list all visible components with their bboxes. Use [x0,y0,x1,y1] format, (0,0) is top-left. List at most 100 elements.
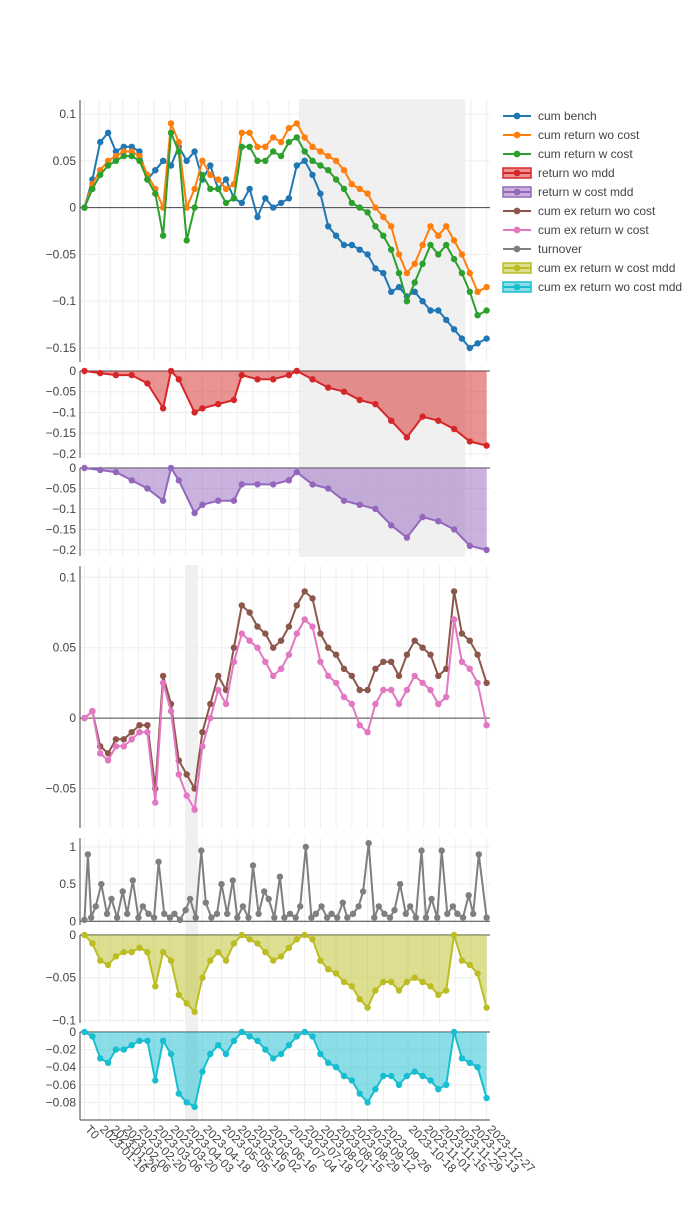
data-point [372,204,379,211]
data-point [104,157,112,164]
legend-item[interactable]: cum ex return w cost [502,220,698,239]
data-point [466,1059,473,1067]
data-point [277,152,285,160]
y-tick-label: 0 [69,914,76,928]
legend-item[interactable]: cum return wo cost [502,125,698,144]
panel-0 [81,120,490,352]
data-point [270,204,277,211]
data-point [120,743,128,750]
data-point [230,644,238,651]
legend-label: cum ex return wo cost [538,203,656,218]
data-point [325,672,332,680]
data-point [254,644,261,651]
data-point [325,1059,332,1067]
data-point [356,722,363,729]
legend-label: cum ex return w cost mdd [538,260,676,275]
data-point [246,185,253,193]
data-point [474,312,481,319]
data-point [293,367,300,375]
data-point [483,1004,490,1011]
data-point [301,148,308,155]
legend-item[interactable]: cum return w cost [502,144,698,163]
series-line [83,122,488,294]
data-point [277,637,285,644]
data-point [355,903,362,910]
panel-6 [81,1028,490,1111]
data-point [395,1081,403,1089]
data-point [104,162,112,169]
data-point [434,914,441,921]
legend-item[interactable]: turnover [502,239,698,258]
data-point [229,877,236,884]
data-point [443,665,450,672]
data-point [97,369,104,377]
y-tick-label: −0.2 [52,447,76,461]
data-point [356,995,363,1003]
data-point [262,630,269,637]
data-point [372,400,379,408]
legend-item[interactable]: return wo mdd [502,163,698,182]
data-point [317,658,324,665]
data-point [332,1064,340,1071]
data-point [207,171,214,179]
data-point [128,729,135,736]
data-point [407,903,414,910]
data-point [112,468,120,476]
data-point [323,914,331,921]
data-point [466,288,473,295]
y-tick-label: −0.05 [46,971,77,985]
data-point [449,903,457,910]
data-point [246,143,253,150]
legend-item[interactable]: cum ex return w cost mdd [502,258,698,277]
legend-swatch [503,226,531,233]
data-point [348,1077,355,1084]
data-point [144,380,151,387]
data-point [395,987,403,994]
data-point [356,501,363,508]
y-tick-label: −0.15 [46,522,77,536]
legend-item[interactable]: cum bench [502,106,698,125]
data-point [325,167,332,174]
data-point [183,237,190,244]
data-point [199,974,206,981]
data-point [191,509,198,517]
data-point [152,1077,159,1084]
data-point [277,138,285,146]
data-point [277,953,285,960]
data-point [175,138,182,146]
data-point [458,1055,466,1062]
data-point [97,171,104,179]
data-point [207,162,214,169]
data-point [466,665,473,672]
data-point [483,679,490,687]
data-point [340,978,348,986]
data-point [191,806,198,813]
legend-item[interactable]: cum ex return wo cost [502,201,698,220]
y-tick-label: 0.5 [59,877,76,891]
data-point [246,637,253,644]
y-tick-label: −0.1 [52,405,76,419]
legend-item[interactable]: return w cost mdd [502,182,698,201]
data-point [136,1037,143,1045]
data-point [395,269,403,277]
data-point [136,157,143,164]
data-point [183,771,190,778]
data-point [465,892,472,899]
data-point [372,265,379,272]
data-point [144,729,151,736]
data-point [474,679,481,687]
data-point [483,283,490,291]
data-point [301,157,308,164]
data-point [222,176,230,183]
data-point [84,851,92,858]
data-point [144,722,151,729]
data-point [286,910,294,917]
data-point [98,880,105,888]
data-point [230,497,238,504]
data-point [238,630,245,637]
data-point [435,672,442,680]
legend-item[interactable]: cum ex return wo cost mdd [502,277,698,296]
data-point [297,903,304,910]
data-point [97,466,104,474]
data-point [254,157,261,164]
